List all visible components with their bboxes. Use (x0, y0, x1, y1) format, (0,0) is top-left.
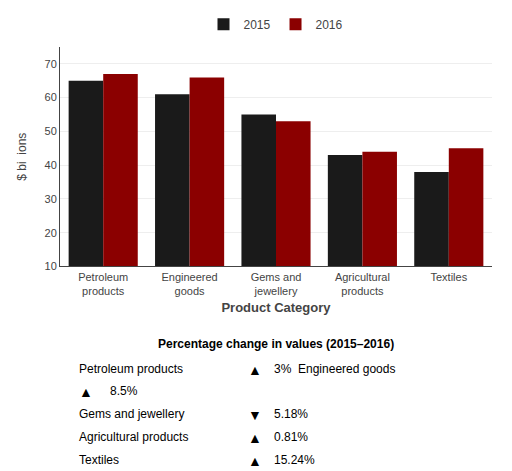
svg-text:8.5%: 8.5% (110, 384, 138, 398)
svg-text:Petroleum products: Petroleum products (79, 362, 183, 376)
svg-text:Gems and jewellery: Gems and jewellery (79, 407, 184, 421)
svg-text:40: 40 (45, 159, 57, 171)
svg-text:▼: ▼ (248, 407, 262, 423)
svg-text:60: 60 (45, 91, 57, 103)
svg-text:30: 30 (45, 193, 57, 205)
svg-text:▲: ▲ (248, 430, 262, 446)
svg-text:▲: ▲ (79, 384, 93, 400)
svg-text:50: 50 (45, 125, 57, 137)
svg-text:▲: ▲ (248, 362, 262, 378)
svg-text:0.81%: 0.81% (274, 430, 308, 444)
svg-text:2015: 2015 (244, 18, 271, 32)
svg-text:Gems andjewellery: Gems andjewellery (251, 271, 302, 297)
svg-text:Percentage change in values (2: Percentage change in values (2015–2016) (158, 337, 394, 351)
svg-text:Product Category: Product Category (221, 300, 331, 315)
svg-text:Agricultural products: Agricultural products (79, 430, 188, 444)
svg-text:Textiles: Textiles (79, 453, 119, 467)
svg-text:Agriculturalproducts: Agriculturalproducts (335, 271, 390, 297)
svg-text:Textiles: Textiles (430, 271, 467, 283)
svg-text:10: 10 (45, 260, 57, 272)
svg-text:$ bi ions: $ bi ions (15, 133, 29, 181)
svg-text:70: 70 (45, 58, 57, 70)
svg-text:▲: ▲ (248, 453, 262, 469)
svg-text:3% Engineered goods: 3% Engineered goods (274, 362, 395, 376)
svg-text:15.24%: 15.24% (274, 453, 315, 467)
svg-text:Petroleumproducts: Petroleumproducts (78, 271, 128, 297)
svg-text:5.18%: 5.18% (274, 407, 308, 421)
svg-text:20: 20 (45, 227, 57, 239)
svg-text:Engineeredgoods: Engineeredgoods (161, 271, 217, 297)
svg-text:2016: 2016 (316, 18, 343, 32)
